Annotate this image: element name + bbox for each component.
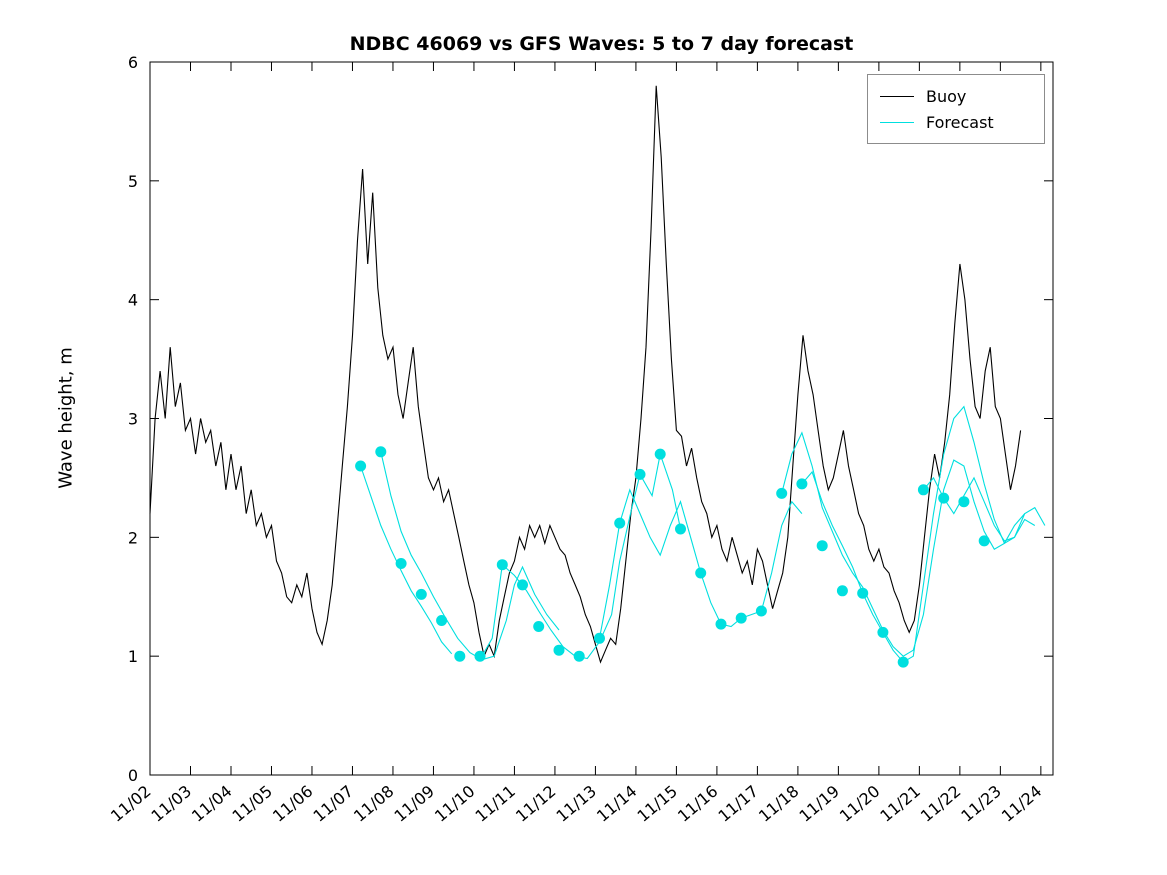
- y-tick-label: 2: [128, 528, 138, 547]
- forecast-marker: [877, 626, 889, 638]
- x-tick-label: 11/18: [755, 782, 803, 826]
- forecast-marker: [897, 656, 909, 668]
- legend-item-buoy: Buoy: [880, 83, 1032, 109]
- forecast-marker: [776, 487, 788, 499]
- buoy-line-sample: [880, 95, 914, 97]
- forecast-run: [801, 405, 1036, 663]
- x-tick-label: 11/10: [431, 782, 479, 826]
- forecast-run: [598, 488, 803, 639]
- x-tick-label: 11/21: [876, 782, 924, 826]
- forecast-marker: [978, 535, 990, 547]
- x-tick-label: 11/05: [229, 782, 277, 826]
- legend: Buoy Forecast: [867, 74, 1045, 144]
- forecast-marker: [594, 632, 605, 644]
- forecast-marker: [496, 559, 508, 571]
- forecast-marker: [454, 650, 466, 662]
- forecast-marker: [735, 612, 747, 624]
- forecast-marker: [796, 478, 808, 490]
- x-tick-label: 11/02: [107, 782, 155, 826]
- forecast-marker: [375, 446, 387, 458]
- forecast-marker: [755, 605, 767, 617]
- x-tick-label: 11/15: [633, 782, 681, 826]
- forecast-marker: [675, 523, 686, 535]
- forecast-marker: [614, 517, 626, 529]
- forecast-line-sample: [880, 121, 914, 123]
- x-tick-label: 11/12: [512, 782, 560, 826]
- forecast-marker: [836, 585, 848, 597]
- legend-label-buoy: Buoy: [926, 86, 967, 106]
- chart-title: NDBC 46069 vs GFS Waves: 5 to 7 day fore…: [349, 33, 854, 55]
- x-tick-label: 11/08: [350, 782, 398, 826]
- x-tick-label: 11/17: [714, 782, 762, 826]
- forecast-marker: [816, 540, 828, 552]
- x-tick-label: 11/07: [310, 782, 358, 826]
- x-tick-label: 11/16: [674, 782, 722, 826]
- forecast-run: [380, 451, 560, 661]
- x-tick-label: 11/19: [795, 782, 843, 826]
- forecast-marker: [857, 587, 869, 599]
- legend-item-forecast: Forecast: [880, 109, 1032, 135]
- forecast-run: [781, 431, 1026, 657]
- forecast-marker: [517, 579, 528, 591]
- x-tick-label: 11/03: [148, 782, 196, 826]
- forecast-marker: [715, 618, 727, 630]
- y-tick-label: 6: [128, 53, 138, 72]
- forecast-marker: [355, 460, 367, 472]
- forecast-marker: [474, 650, 486, 662]
- forecast-marker: [553, 644, 565, 656]
- forecast-marker: [436, 615, 448, 626]
- x-tick-label: 11/20: [836, 782, 884, 826]
- forecast-run: [479, 451, 682, 660]
- x-tick-label: 11/13: [552, 782, 600, 826]
- forecast-marker: [695, 567, 707, 579]
- y-tick-label: 1: [128, 647, 138, 666]
- y-tick-label: 5: [128, 172, 138, 191]
- forecast-run: [360, 465, 453, 655]
- forecast-marker: [415, 588, 427, 600]
- x-tick-label: 11/11: [471, 782, 519, 826]
- forecast-marker: [533, 621, 545, 632]
- x-tick-label: 11/23: [957, 782, 1005, 826]
- buoy-series: [149, 85, 1022, 664]
- x-tick-label: 11/22: [917, 782, 965, 826]
- legend-label-forecast: Forecast: [926, 112, 994, 132]
- x-tick-label: 11/14: [593, 782, 641, 826]
- y-tick-label: 4: [128, 291, 138, 310]
- forecast-marker: [395, 558, 407, 569]
- forecast-marker: [573, 650, 585, 662]
- x-tick-label: 11/09: [390, 782, 438, 826]
- forecast-marker: [654, 448, 666, 460]
- forecast-marker: [634, 468, 646, 480]
- forecast-marker: [938, 492, 950, 504]
- x-tick-label: 11/24: [998, 782, 1046, 826]
- y-tick-label: 0: [128, 766, 138, 785]
- x-tick-label: 11/06: [269, 782, 317, 826]
- plot-box: [149, 61, 1054, 776]
- x-tick-label: 11/04: [188, 782, 236, 826]
- forecast-marker: [958, 496, 970, 508]
- y-tick-label: 3: [128, 410, 138, 429]
- forecast-marker: [917, 484, 929, 496]
